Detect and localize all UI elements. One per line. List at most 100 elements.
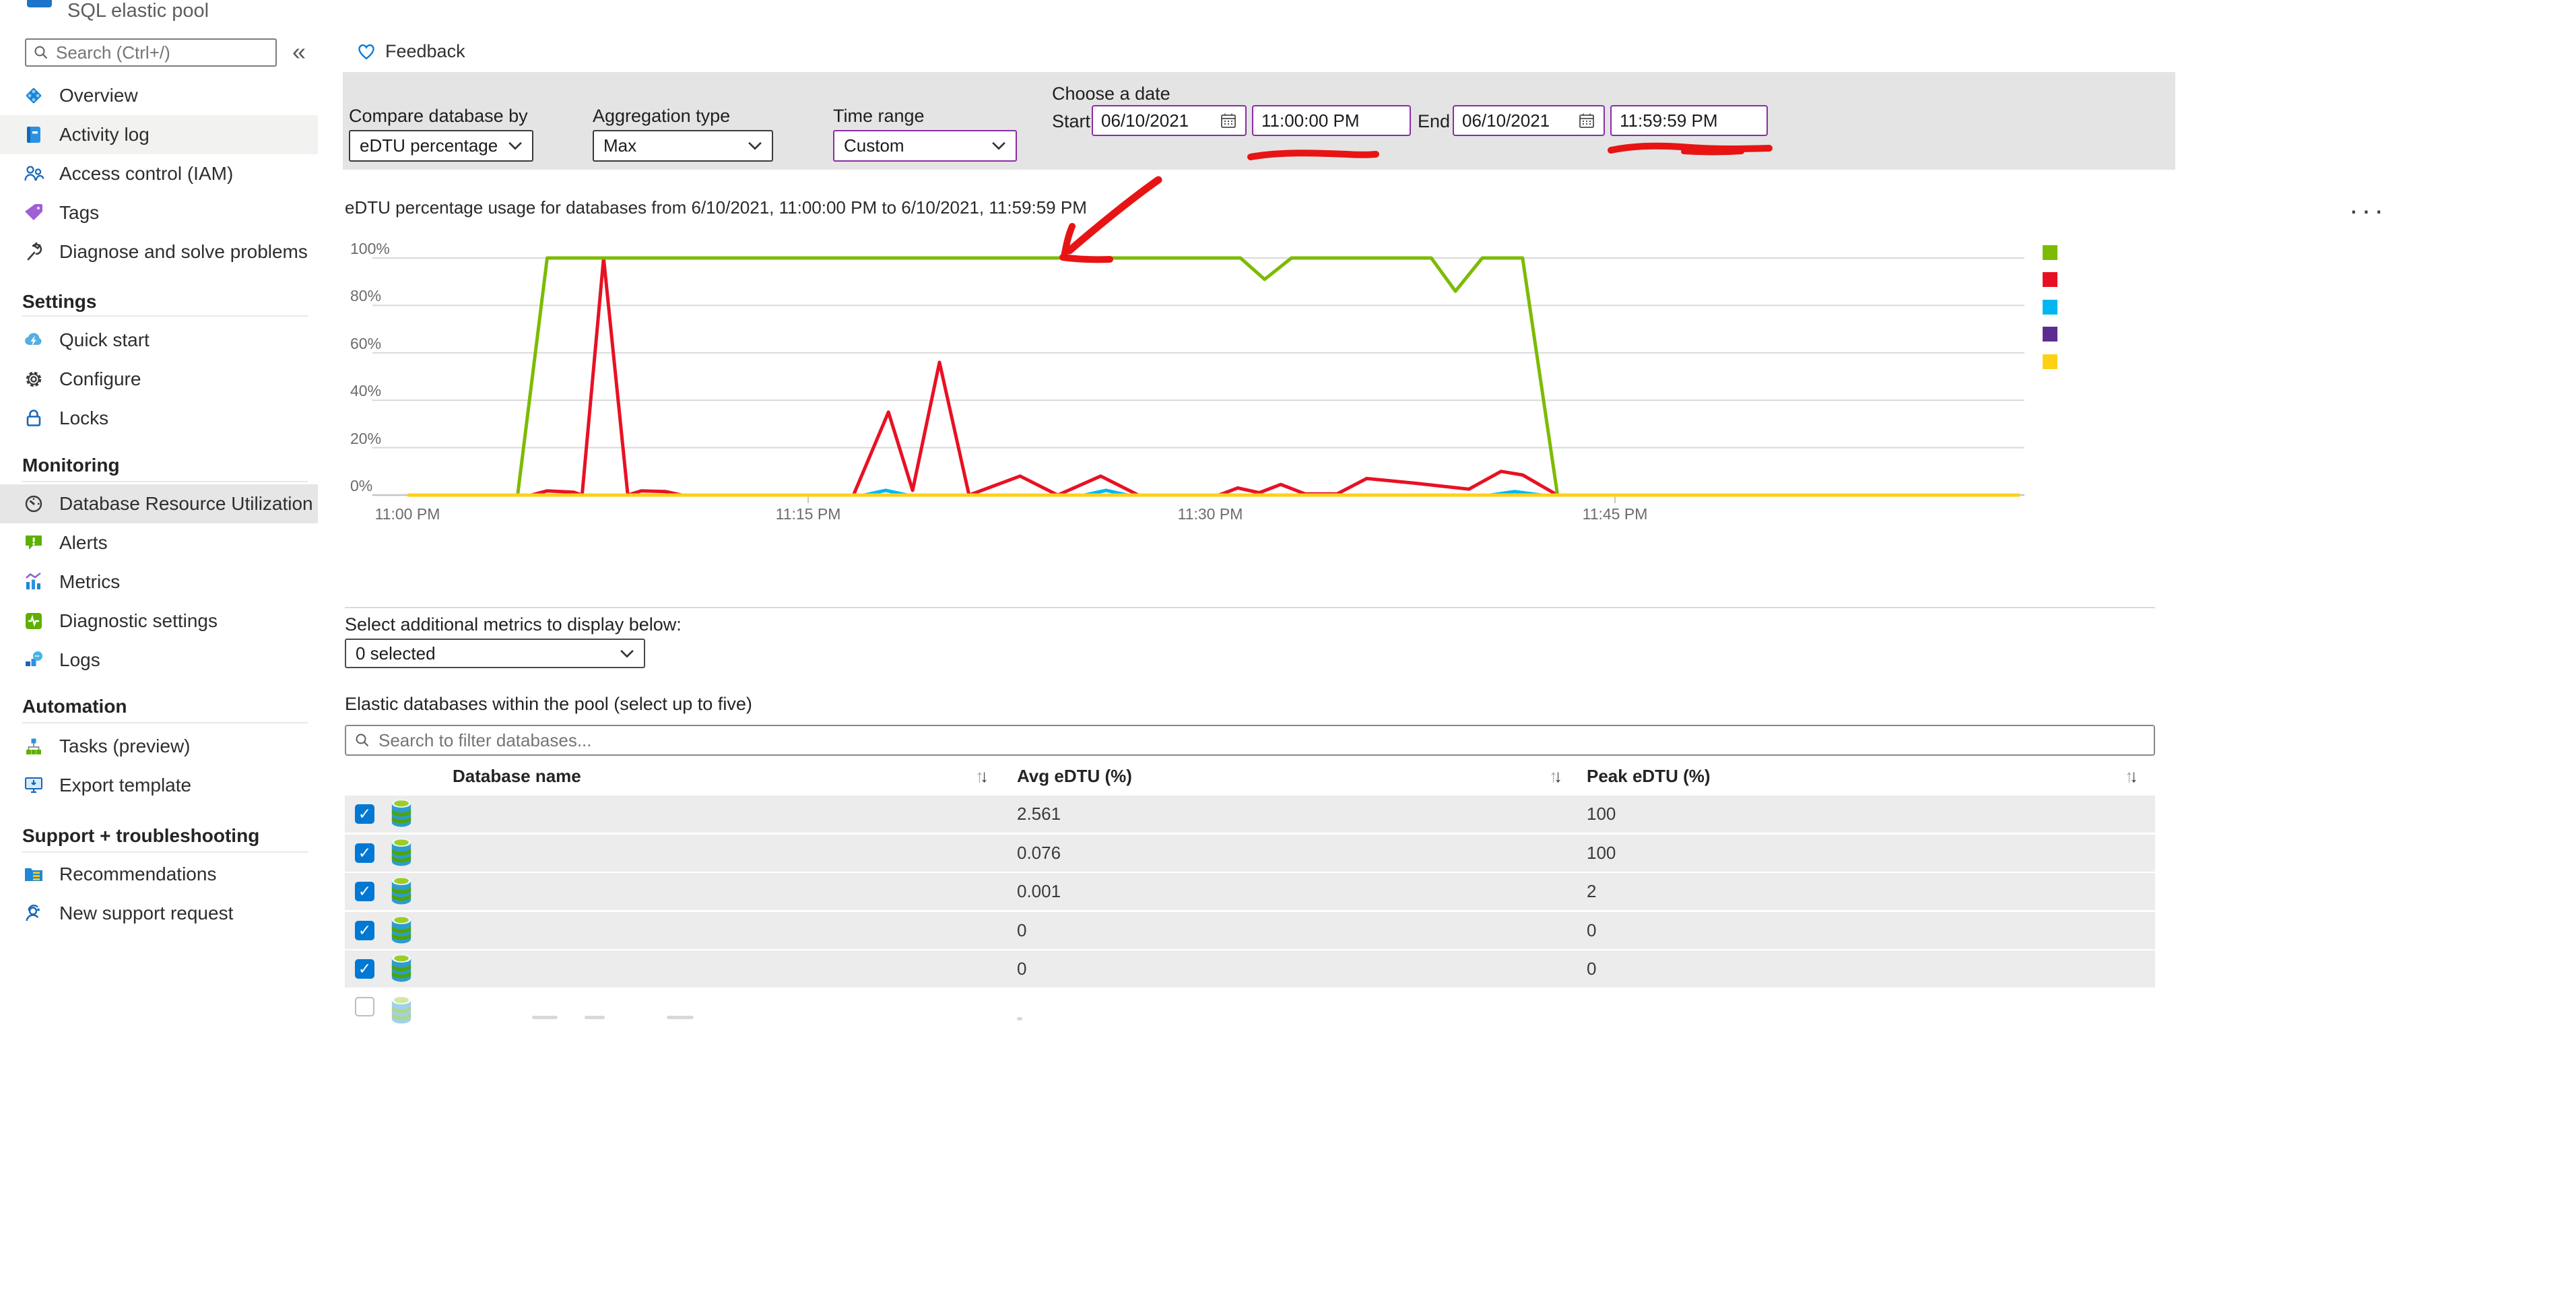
x-axis-tick: 11:30 PM <box>1177 505 1243 523</box>
row-checkbox-checked[interactable]: ✓ <box>355 804 374 824</box>
chevron-down-icon <box>508 141 522 150</box>
time-range-label: Time range <box>833 106 925 126</box>
blade-title: SQL elastic pool <box>67 0 209 22</box>
sidebar-item-label: Locks <box>59 408 109 428</box>
sql-database-icon <box>391 915 411 944</box>
sidebar-item-recommendations[interactable]: Recommendations <box>0 855 318 894</box>
table-row[interactable]: ✓ 2.561 100 <box>345 796 2155 833</box>
divider <box>22 722 308 723</box>
sidebar-item-label: Tasks (preview) <box>59 736 191 756</box>
end-date-field[interactable]: 06/10/2021 <box>1453 105 1605 136</box>
sidebar-item-locks[interactable]: Locks <box>0 399 318 438</box>
start-date-field[interactable]: 06/10/2021 <box>1092 105 1247 136</box>
avg-edtu-cell: 0 <box>1017 920 1027 940</box>
alerts-icon <box>26 536 42 550</box>
x-axis-tick: 11:15 PM <box>775 505 841 523</box>
sidebar-item-logs[interactable]: Logs <box>0 641 318 680</box>
start-label: Start <box>1052 111 1091 131</box>
column-header-avg-edtu[interactable]: Avg eDTU (%) <box>1017 766 1132 786</box>
additional-metrics-select[interactable]: 0 selected <box>345 639 645 668</box>
sidebar-item-access-control[interactable]: Access control (IAM) <box>0 154 318 193</box>
row-checkbox-checked[interactable]: ✓ <box>355 959 374 979</box>
sidebar-item-label: Diagnostic settings <box>59 610 218 631</box>
peak-edtu-cell: 0 <box>1587 959 1597 979</box>
legend-swatch-yellow <box>2043 354 2057 369</box>
chevron-down-icon <box>992 141 1005 150</box>
end-time-field[interactable]: 11:59:59 PM <box>1610 105 1768 136</box>
sort-icon-database-name[interactable]: ↑↓ <box>975 766 989 786</box>
column-header-database-name[interactable]: Database name <box>453 766 581 786</box>
row-checkbox-checked[interactable]: ✓ <box>355 843 374 863</box>
sidebar-search-input[interactable] <box>55 41 269 64</box>
collapse-sidebar-button[interactable]: « <box>292 38 306 65</box>
compare-database-by-select[interactable]: eDTU percentage <box>349 130 533 162</box>
sidebar-item-alerts[interactable]: Alerts <box>0 523 318 562</box>
diagnostic-settings-icon <box>26 613 42 629</box>
row-checkbox-checked[interactable]: ✓ <box>355 882 374 901</box>
aggregation-type-select[interactable]: Max <box>593 130 773 162</box>
sidebar-item-configure[interactable]: Configure <box>0 360 318 399</box>
column-header-peak-edtu[interactable]: Peak eDTU (%) <box>1587 766 1711 786</box>
calendar-icon <box>1221 113 1236 128</box>
database-filter[interactable] <box>345 725 2155 756</box>
row-checkbox-checked[interactable]: ✓ <box>355 921 374 940</box>
overview-icon <box>26 88 42 104</box>
search-icon <box>356 734 369 747</box>
sidebar-item-quick-start[interactable]: Quick start <box>0 321 318 360</box>
sidebar-item-diagnostic-settings[interactable]: Diagnostic settings <box>0 602 318 641</box>
chart-gridlines <box>372 257 2024 503</box>
end-label: End <box>1418 111 1451 131</box>
sidebar-item-metrics[interactable]: Metrics <box>0 562 318 602</box>
sidebar-item-label: Activity log <box>59 124 150 145</box>
redacted-text <box>1017 1017 1022 1020</box>
sidebar-item-tags[interactable]: Tags <box>0 193 318 232</box>
row-checkbox-unchecked[interactable] <box>355 997 374 1016</box>
sidebar-item-database-resource-utilization[interactable]: Database Resource Utilization <box>0 484 318 523</box>
sort-icon-peak-edtu[interactable]: ↑↓ <box>2125 766 2138 786</box>
sidebar-item-tasks[interactable]: Tasks (preview) <box>0 727 318 766</box>
sort-icon-avg-edtu[interactable]: ↑↓ <box>1549 766 1562 786</box>
sidebar-item-label: Configure <box>59 368 141 389</box>
aggregation-type-label: Aggregation type <box>593 106 731 126</box>
sidebar-item-overview[interactable]: Overview <box>0 76 318 115</box>
divider <box>22 481 308 482</box>
quick-start-icon <box>25 333 42 346</box>
tasks-icon <box>26 738 41 754</box>
y-axis-tick: 80% <box>350 287 382 304</box>
more-options-button[interactable]: ... <box>2350 188 2388 220</box>
sidebar-search[interactable] <box>25 38 277 67</box>
table-row[interactable]: ✓ 0 0 <box>345 950 2155 987</box>
chart-controls-toolbar: Compare database by eDTU percentage Aggr… <box>343 72 2383 220</box>
database-filter-input[interactable] <box>377 729 2146 752</box>
x-axis-tick: 11:45 PM <box>1582 505 1648 523</box>
divider <box>22 851 308 853</box>
sidebar-item-new-support-request[interactable]: New support request <box>0 894 318 933</box>
table-row[interactable]: ✓ 0 0 <box>345 912 2155 949</box>
chart-title: eDTU percentage usage for databases from… <box>345 197 1087 218</box>
time-range-select[interactable]: Custom <box>833 130 1017 162</box>
sidebar-item-label: Recommendations <box>59 864 217 884</box>
peak-edtu-cell: 2 <box>1587 881 1597 901</box>
x-axis-tick: 11:00 PM <box>374 505 440 523</box>
table-row[interactable]: ✓ 0.076 100 <box>345 835 2155 872</box>
sidebar-item-label: Logs <box>59 649 100 670</box>
sidebar-item-export-template[interactable]: Export template <box>0 766 318 805</box>
section-divider <box>345 607 2155 608</box>
feedback-button[interactable]: Feedback <box>356 38 465 64</box>
resource-icon <box>27 0 52 7</box>
annotation-arrow-barb <box>1061 223 1076 260</box>
legend-swatch-cyan <box>2043 300 2057 315</box>
sidebar-item-activity-log[interactable]: Activity log <box>0 115 318 154</box>
sidebar-item-label: Overview <box>59 85 138 106</box>
sidebar-item-diagnose[interactable]: Diagnose and solve problems <box>0 232 318 271</box>
sidebar-item-label: Quick start <box>59 329 150 350</box>
sidebar-item-label: Metrics <box>59 571 121 592</box>
series-cyan <box>407 488 2020 497</box>
sidebar: SQL elastic pool « Overview Activity log… <box>0 0 318 1298</box>
start-time-field[interactable]: 11:00:00 PM <box>1252 105 1411 136</box>
y-axis-tick: 100% <box>350 240 390 257</box>
y-axis-tick: 40% <box>350 382 382 399</box>
redacted-text <box>532 1016 558 1019</box>
table-row[interactable]: ✓ 0.001 2 <box>345 873 2155 910</box>
